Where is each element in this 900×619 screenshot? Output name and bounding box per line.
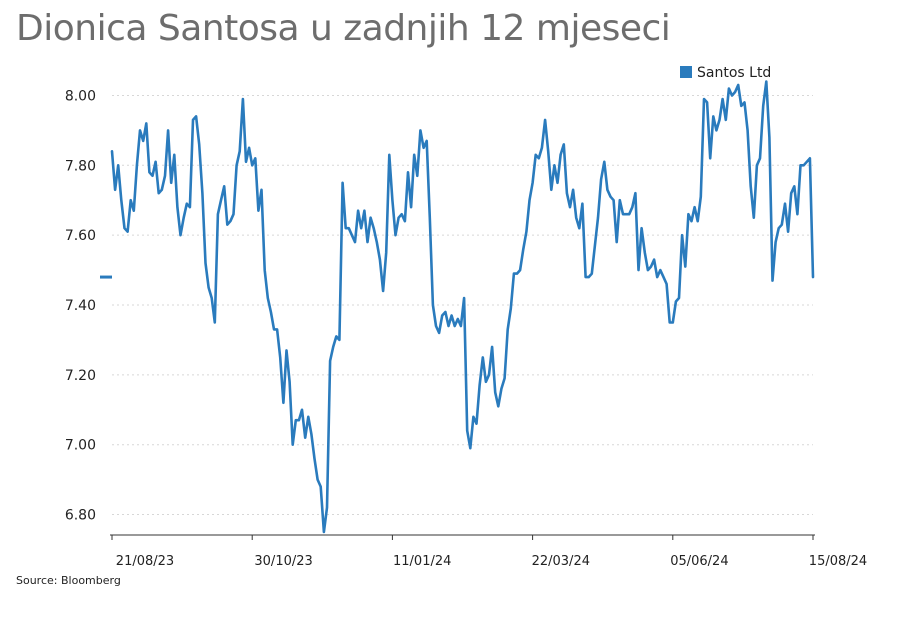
y-axis-ticks: 6.80 7.00 7.20 7.40 7.60 7.80 8.00	[65, 88, 96, 523]
x-axis-ticks: 21/08/23 30/10/23 11/01/24 22/03/24 05/06/24…	[116, 554, 867, 569]
y-tick-label: 7.20	[65, 368, 96, 384]
x-tick-label: 15/08/24	[809, 554, 867, 569]
y-tick-label: 7.40	[65, 298, 96, 314]
y-tick-label: 7.00	[65, 438, 96, 454]
y-tick-label: 6.80	[65, 508, 96, 524]
series-layer	[100, 80, 815, 534]
series-line-santos	[110, 80, 815, 534]
x-tick-label: 11/01/24	[393, 554, 451, 569]
legend-label: Santos Ltd	[697, 65, 771, 81]
x-tick-label: 22/03/24	[532, 554, 590, 569]
legend: Santos Ltd	[680, 65, 771, 81]
x-tick-label: 30/10/23	[254, 554, 312, 569]
chart-title: Dionica Santosa u zadnjih 12 mjeseci	[16, 8, 671, 49]
x-axis	[110, 534, 815, 540]
legend-swatch	[680, 66, 692, 78]
x-tick-label: 21/08/23	[116, 554, 174, 569]
last-value-marker	[100, 275, 112, 279]
y-tick-label: 7.80	[65, 158, 96, 174]
x-tick-label: 05/06/24	[670, 554, 728, 569]
y-tick-label: 7.60	[65, 228, 96, 244]
source-note: Source: Bloomberg	[16, 574, 121, 587]
y-tick-label: 8.00	[65, 88, 96, 104]
